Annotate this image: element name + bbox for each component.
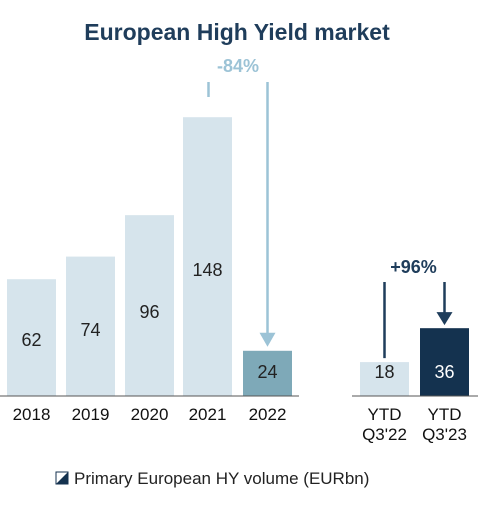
x-axis: 2018 2019 2020 2021 2022 YTD Q3'22 YTD Q3'23	[0, 395, 478, 444]
legend-swatch-frame	[55, 471, 69, 485]
legend-swatch	[56, 472, 68, 484]
data-label-2019: 74	[80, 320, 100, 340]
bar-2022	[243, 350, 292, 396]
annotations-group: -84% +96%	[207, 56, 453, 359]
increase-arrow-head	[436, 312, 453, 326]
tick-label-ytd-q3-22: YTD Q3'22	[362, 405, 407, 444]
tick-label-2021: 2021	[189, 405, 227, 424]
chart-title: European High Yield market	[84, 19, 390, 45]
legend-label: Primary European HY volume (EURbn)	[74, 469, 369, 488]
bar-ytd-q3-22	[360, 362, 409, 396]
bar-ytd-q3-23	[420, 328, 469, 396]
tick-label-2019: 2019	[72, 405, 110, 424]
legend: Primary European HY volume (EURbn)	[55, 469, 369, 488]
annotation-increase: +96%	[390, 257, 437, 277]
tick-label-2022: 2022	[249, 405, 287, 424]
decrease-arrow-head	[259, 332, 276, 347]
data-label-2022: 24	[257, 362, 277, 382]
bar-2018	[7, 279, 56, 396]
tick-label-2020: 2020	[131, 405, 169, 424]
annotation-decrease: -84%	[217, 56, 259, 76]
bar-2019	[66, 256, 115, 396]
data-label-2021: 148	[192, 260, 222, 280]
bar-2021	[183, 117, 232, 396]
data-label-2018: 62	[21, 330, 41, 350]
bar-2020	[125, 215, 174, 396]
bars-group: 62 74 96 148 24 18 36	[7, 117, 469, 396]
tick-label-ytd-q3-23: YTD Q3'23	[422, 405, 467, 444]
data-label-2020: 96	[139, 302, 159, 322]
data-label-ytd-q3-22: 18	[374, 362, 394, 382]
data-label-ytd-q3-23: 36	[434, 362, 454, 382]
tick-label-2018: 2018	[13, 405, 51, 424]
